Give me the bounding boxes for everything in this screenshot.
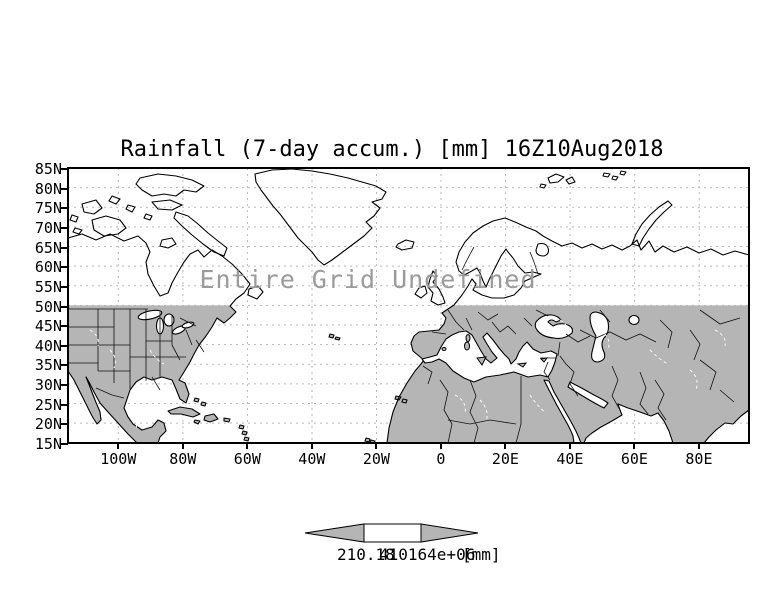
lat-label: 55N — [34, 277, 62, 296]
lat-tick — [60, 325, 68, 328]
lon-tick — [375, 443, 378, 449]
lat-tick — [60, 246, 68, 249]
colorbar-label-left: 210.18 — [337, 545, 395, 564]
lon-tick — [633, 443, 636, 449]
lat-label: 85N — [34, 160, 62, 178]
colorbar-mid-box — [363, 523, 422, 543]
lat-tick — [60, 364, 68, 367]
plot-title: Rainfall (7-day accum.) [mm] 16Z10Aug201… — [120, 137, 664, 162]
map-frame — [67, 167, 750, 444]
lat-tick — [60, 443, 68, 445]
political-borders — [68, 246, 741, 444]
colorbar-left-arrow — [304, 523, 365, 543]
lat-tick — [60, 305, 68, 308]
lat-label: 20N — [34, 415, 62, 434]
lon-label: 60E — [620, 450, 648, 468]
lat-label: 70N — [34, 218, 62, 237]
lat-tick — [60, 226, 68, 229]
lon-tick — [117, 443, 120, 449]
lon-tick — [697, 443, 700, 449]
white-sea — [535, 242, 550, 257]
lon-tick — [439, 443, 442, 449]
lon-label: 20W — [362, 450, 390, 468]
lon-tick — [504, 443, 507, 449]
aral-sea — [628, 314, 640, 326]
colorbar-svg — [304, 523, 479, 543]
lat-label: 30N — [34, 376, 62, 395]
lat-label: 35N — [34, 356, 62, 375]
lat-label: 60N — [34, 258, 62, 277]
lon-label: 60W — [233, 450, 261, 468]
lat-label: 40N — [34, 336, 62, 355]
lat-tick — [60, 168, 68, 170]
lat-tick — [60, 187, 68, 190]
lat-label: 80N — [34, 179, 62, 198]
colorbar-right-arrow — [420, 523, 479, 543]
lat-tick — [60, 207, 68, 210]
lat-label: 75N — [34, 199, 62, 218]
lon-label: 40E — [556, 450, 584, 468]
lat-tick — [60, 266, 68, 269]
lon-label: 80E — [685, 450, 713, 468]
lon-tick — [310, 443, 313, 449]
great-lakes — [137, 309, 195, 335]
mediterranean-sea — [421, 330, 558, 383]
lon-label: 100W — [100, 450, 137, 468]
lon-label: 20E — [491, 450, 519, 468]
colorbar-label-right: 410164e+06 — [379, 545, 476, 564]
colorbar-units: [mm] — [462, 545, 501, 564]
lon-tick — [246, 443, 249, 449]
lat-label: 15N — [34, 435, 62, 453]
river-speckles — [89, 319, 726, 430]
black-sea — [534, 314, 574, 339]
lat-tick — [60, 285, 68, 288]
lat-label: 50N — [34, 297, 62, 316]
seas — [137, 242, 640, 444]
lat-tick — [60, 384, 68, 387]
lat-label: 25N — [34, 395, 62, 414]
lat-label: 65N — [34, 238, 62, 257]
lon-tick — [181, 443, 184, 449]
lat-tick — [60, 423, 68, 426]
lon-label: 0 — [436, 450, 446, 468]
lat-tick — [60, 344, 68, 347]
lat-tick — [60, 403, 68, 406]
grid-undefined-overlay-text: Entire Grid Undefined — [199, 265, 537, 294]
lon-label: 80W — [169, 450, 197, 468]
lon-tick — [568, 443, 571, 449]
lat-label: 45N — [34, 317, 62, 336]
mediterranean-islands — [441, 334, 549, 368]
lon-label: 40W — [298, 450, 326, 468]
persian-gulf — [567, 381, 609, 409]
